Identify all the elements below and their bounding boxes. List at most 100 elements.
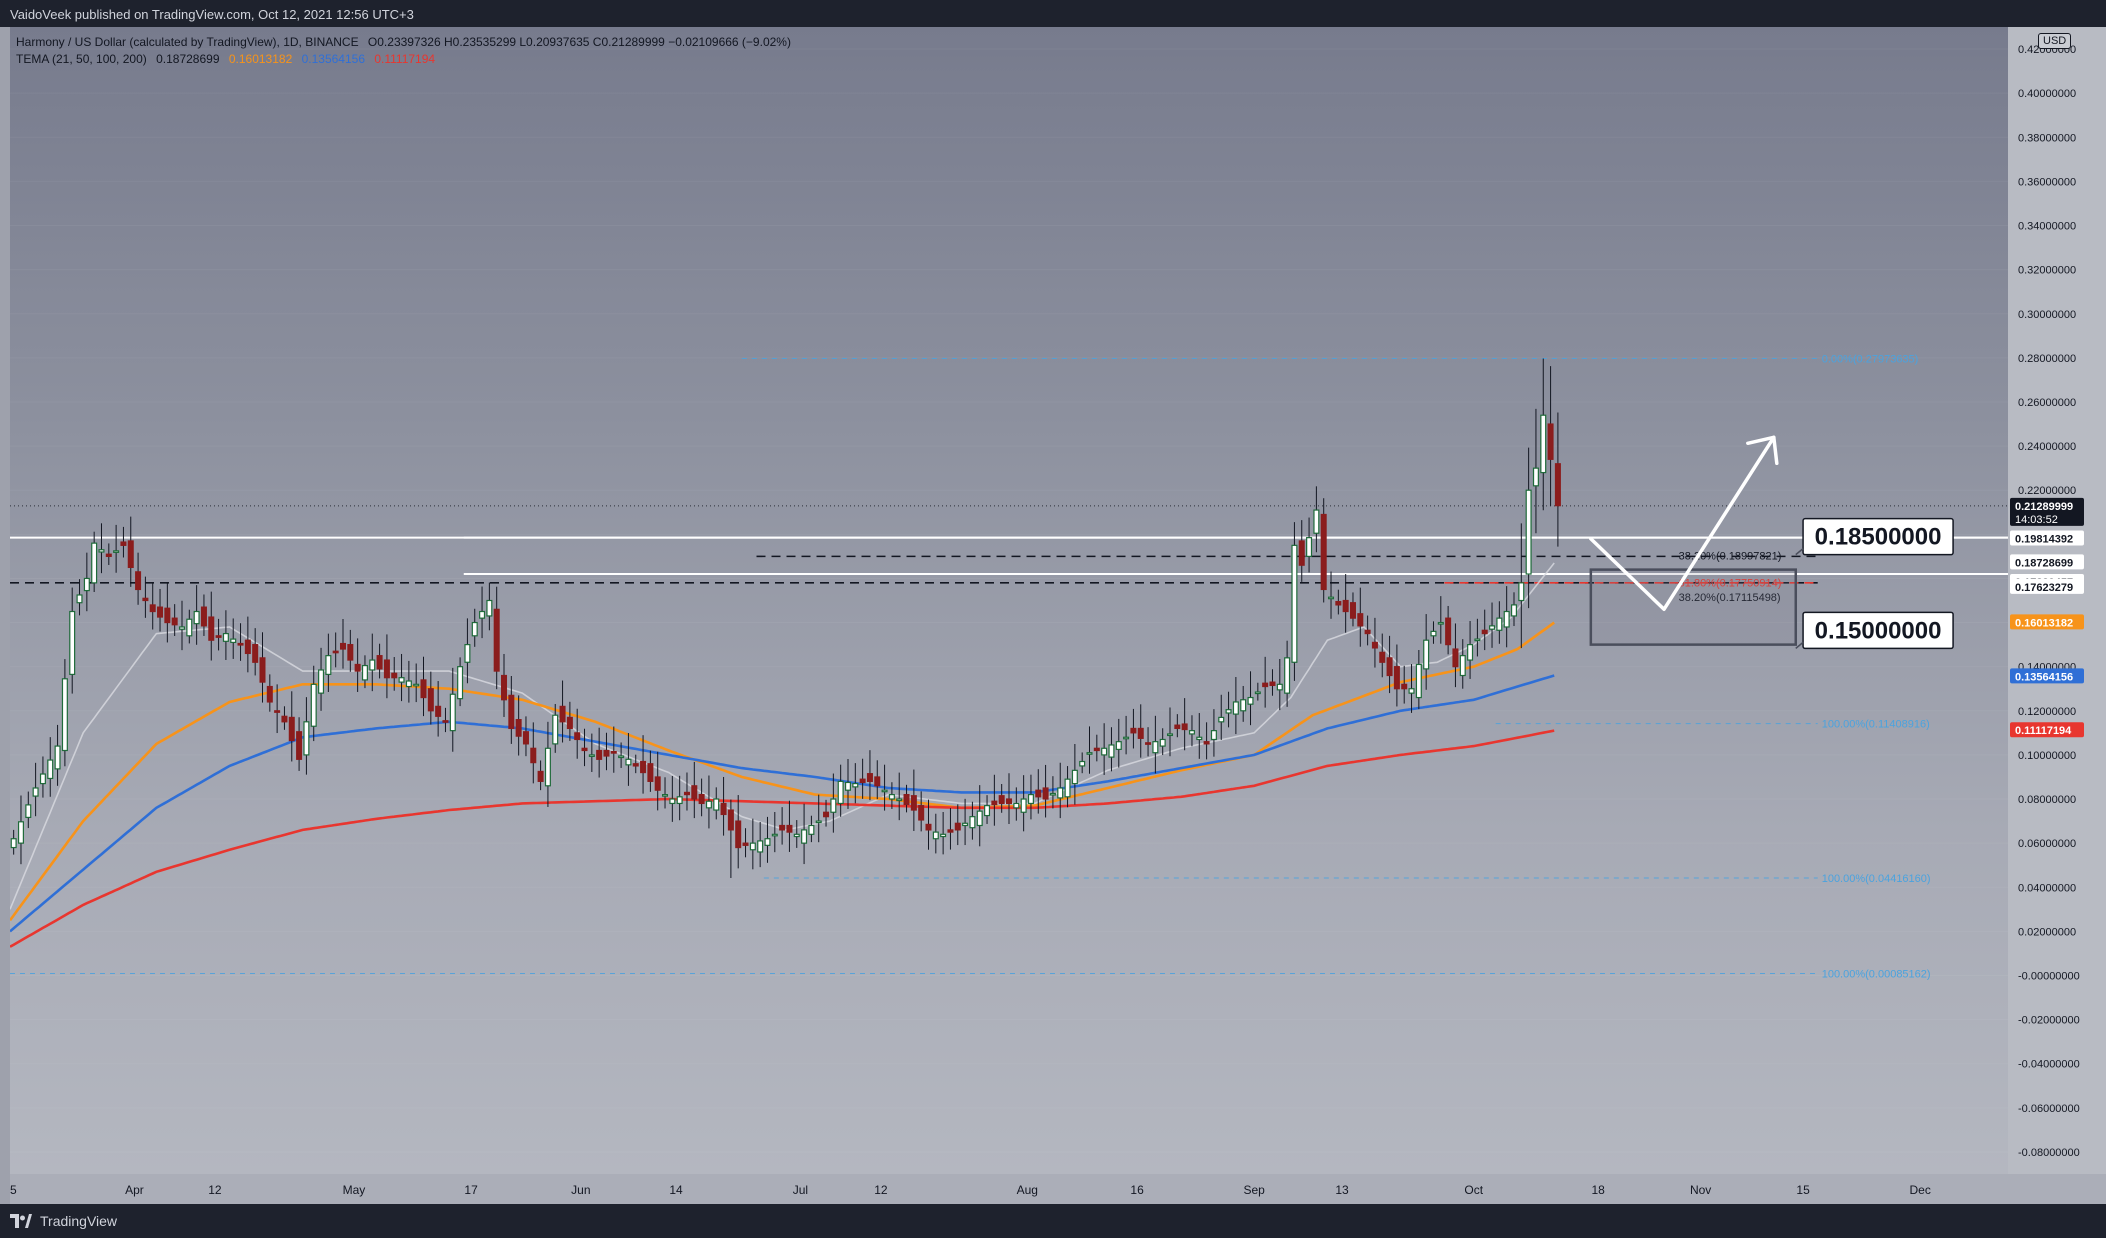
candle-up [486, 599, 493, 617]
price-label-text: 0.21289999 [2015, 501, 2073, 513]
tema100-line [10, 674, 1555, 933]
tema200-value: 0.11117194 [374, 52, 436, 66]
support-zone-box [1589, 568, 1798, 646]
candle-down [427, 688, 434, 712]
candle-down [1357, 613, 1364, 627]
candle-up [888, 794, 895, 800]
candle-down [1445, 617, 1452, 646]
chart-svg[interactable]: 0.00%(0.27973635) 100.00%(0.11408916) 100.… [10, 27, 2008, 1174]
candle-up [837, 780, 844, 805]
candle-up [1079, 760, 1086, 767]
time-axis[interactable]: 15 Apr 12 May 17 Jun 14 Jul 12 Aug 16 Sep 13 Oct 18 Nov… [3, 1174, 2106, 1204]
candle-up [1459, 655, 1466, 677]
candle-down [1262, 682, 1269, 688]
tema21-line [10, 562, 1555, 910]
fib-level-label: 100.00%(0.04416160) [1822, 873, 1931, 885]
candle-up [1532, 467, 1539, 487]
candle-up [1101, 747, 1108, 756]
candle-up [178, 626, 185, 630]
candle-up [230, 638, 237, 644]
candle-up [713, 798, 720, 811]
price-tick-label: 0.22000000 [2018, 485, 2076, 497]
candle-up [1525, 489, 1532, 575]
candle-down [1349, 602, 1356, 619]
candle-down [998, 795, 1005, 805]
candle-up [1196, 736, 1203, 741]
candle-up [325, 655, 332, 675]
candle-up [749, 842, 756, 851]
candle-up [1064, 778, 1071, 798]
time-tick-label: Oct [1464, 1183, 1483, 1197]
candle-down [1145, 742, 1152, 745]
time-tick-label: 12 [874, 1183, 888, 1197]
candle-down [1181, 723, 1188, 731]
footer-bar: TradingView [0, 1204, 2106, 1238]
candle-up [361, 664, 368, 681]
time-tick-label: 14 [669, 1183, 683, 1197]
candle-up [61, 678, 68, 752]
price-axis-svg: 0.420000000.400000000.380000000.36000000… [2010, 44, 2084, 1159]
candle-down [208, 616, 215, 641]
candle-up [932, 831, 939, 840]
price-tick-label: 0.40000000 [2018, 88, 2076, 100]
candle-down [1379, 651, 1386, 663]
candle-down [1393, 666, 1400, 690]
callout-price-label: 0.18500000 [1815, 524, 1942, 551]
symbol-legend[interactable]: Harmony / US Dollar (calculated by Tradi… [16, 35, 791, 49]
candle-up [940, 833, 947, 838]
candle-down [1547, 423, 1554, 460]
candle-up [69, 610, 76, 675]
candle-down [954, 822, 961, 831]
price-axis[interactable]: 0.42000000 0.40000000 0.38000000 0.36000000… [2008, 27, 2106, 1174]
candle-up [457, 666, 464, 700]
candle-down [1386, 657, 1393, 677]
price-label-box [2010, 722, 2084, 738]
candle-down [237, 642, 244, 646]
candle-up [1232, 701, 1239, 715]
candle-down [683, 791, 690, 796]
candle-down [918, 805, 925, 821]
price-label-box [2010, 578, 2084, 594]
candle-down [508, 694, 515, 730]
callout-pointer [1795, 548, 1804, 556]
candle-down [120, 541, 127, 546]
candle-up [962, 822, 969, 827]
candle-down [823, 811, 830, 818]
candle-up [1291, 544, 1298, 663]
candle-down [610, 750, 617, 754]
candle-up [1020, 798, 1027, 813]
candle-down [1371, 641, 1378, 649]
candle-up [17, 821, 24, 844]
tema-legend[interactable]: TEMA (21, 50, 100, 200) 0.18728699 0.160… [16, 52, 435, 66]
candle-down [435, 705, 442, 717]
candle-up [303, 721, 310, 756]
candle-up [844, 781, 851, 791]
candle-up [705, 800, 712, 809]
candle-up [1510, 604, 1517, 617]
candle-up [98, 549, 105, 553]
time-tick-label: Jun [571, 1183, 590, 1197]
callout-box [1802, 517, 1954, 556]
fib-annotation: 61.80%(0.17750914) [1679, 578, 1782, 590]
currency-badge[interactable]: USD [2038, 33, 2072, 49]
price-label-text: 0.19814392 [2015, 534, 2073, 546]
candle-down [654, 776, 661, 791]
price-tick-label: -0.08000000 [2018, 1147, 2080, 1159]
candle-down [632, 763, 639, 767]
time-tick-label: Nov [1690, 1183, 1711, 1197]
candle-up [1306, 537, 1313, 557]
candle-down [149, 604, 156, 613]
candle-up [1115, 741, 1122, 750]
candle-up [318, 669, 325, 694]
candle-down [1269, 681, 1276, 687]
candle-down [910, 795, 917, 811]
candle-up [1027, 794, 1034, 805]
candle-up [1415, 663, 1422, 699]
candle-up [398, 677, 405, 683]
chart-plot-area[interactable]: 0.00%(0.27973635) 100.00%(0.11408916) 100.… [10, 27, 2008, 1174]
tradingview-logo[interactable]: TradingView [10, 1212, 117, 1230]
candle-up [1167, 733, 1174, 737]
price-tick-label: 0.26000000 [2018, 397, 2076, 409]
candle-down [493, 608, 500, 672]
left-edge [0, 27, 10, 1204]
